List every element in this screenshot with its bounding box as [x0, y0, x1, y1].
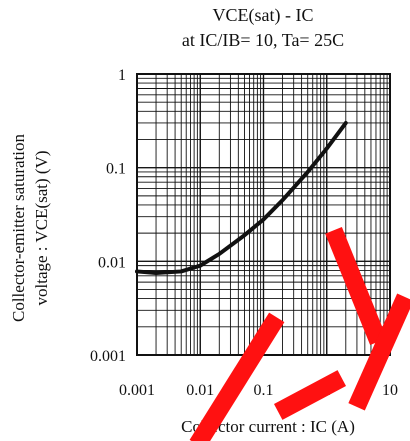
- chart-title: VCE(sat) - IC at IC/IB= 10, Ta= 25C: [182, 5, 344, 50]
- chart-title-line: VCE(sat) - IC: [213, 5, 314, 26]
- watermark-bar-4: [348, 293, 410, 411]
- watermark-bar-3: [325, 226, 387, 346]
- y-axis-label-line: Collector-emitter saturation: [9, 133, 28, 322]
- y-tick-label: 0.01: [98, 254, 126, 271]
- watermark-bar-2: [273, 370, 347, 420]
- chart-grid: [136, 73, 391, 356]
- y-tick-label: 0.001: [90, 348, 126, 365]
- series-line: [135, 120, 348, 276]
- y-tick-label: 0.1: [106, 161, 126, 178]
- red-watermark: [189, 226, 410, 441]
- x-tick-label: 0.001: [119, 382, 155, 399]
- watermark-bar-1: [189, 312, 285, 441]
- y-axis-label: Collector-emitter saturation voltage : VC…: [9, 133, 51, 322]
- x-tick-label: 0.1: [254, 382, 274, 399]
- x-axis-label: Collector current : IC (A): [181, 417, 355, 436]
- x-tick-label: 10: [382, 382, 398, 399]
- x-tick-label: 0.01: [186, 382, 214, 399]
- y-tick-label: 1: [118, 67, 126, 84]
- chart-title-line: at IC/IB= 10, Ta= 25C: [182, 30, 344, 50]
- y-axis-label-line: voltage : VCE(sat) (V): [32, 150, 51, 305]
